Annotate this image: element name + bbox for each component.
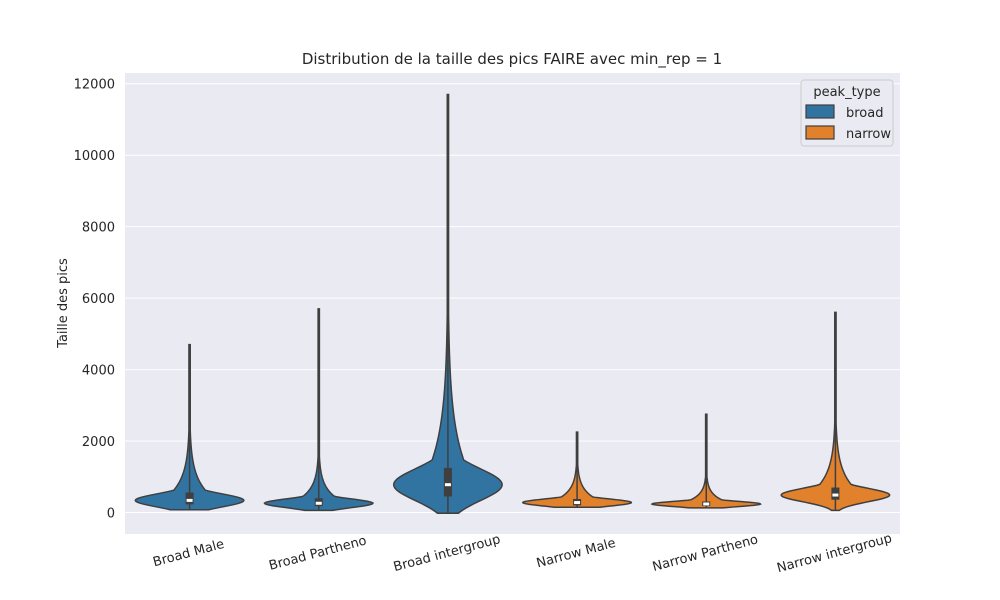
legend-label-broad: broad: [846, 106, 883, 121]
chart-title: Distribution de la taille des pics FAIRE…: [302, 50, 722, 69]
x-tick-label: Broad Partheno: [267, 533, 368, 573]
violin-narrow-partheno: [650, 413, 762, 509]
violin-median: [574, 501, 581, 505]
violin-broad-partheno: [263, 308, 375, 512]
y-axis-label: Taille des pics: [56, 258, 71, 349]
legend-swatch-broad: [805, 104, 835, 119]
x-tick-label: Broad intergroup: [392, 532, 502, 575]
violin-narrow-male: [522, 431, 633, 508]
legend-swatch-narrow: [805, 125, 835, 140]
x-tick-label: Narrow Partheno: [651, 532, 760, 575]
violins: [134, 93, 891, 515]
gridlines: [125, 83, 900, 514]
x-tick-labels: Broad Male Broad Partheno Broad intergroup…: [151, 531, 893, 576]
plot-background: [125, 73, 900, 534]
y-tick-label: 8000: [82, 221, 115, 236]
legend-label-narrow: narrow: [846, 127, 891, 142]
violin-median: [703, 502, 710, 506]
violin-median: [832, 493, 839, 497]
y-tick-label: 10000: [74, 149, 115, 164]
violin-median: [444, 483, 451, 487]
x-tick-label: Narrow intergroup: [775, 531, 893, 576]
y-tick-label: 6000: [82, 292, 115, 307]
violin-iqr-box: [443, 467, 452, 497]
legend: peak_type broad narrow: [800, 79, 894, 147]
violin-broad-male: [134, 343, 245, 511]
violin-iqr-box: [185, 492, 194, 505]
violin-broad-intergroup: [392, 93, 503, 515]
y-tick-label: 0: [107, 507, 115, 522]
x-tick-label: Broad Male: [151, 537, 225, 570]
y-tick-label: 2000: [82, 435, 115, 450]
y-tick-label: 4000: [82, 364, 115, 379]
violin-median: [315, 501, 322, 505]
y-tick-labels: 0 2000 4000 6000 8000 10000 12000: [74, 78, 115, 522]
violin-narrow-intergroup: [780, 311, 891, 512]
legend-title: peak_type: [813, 85, 880, 100]
violin-median: [186, 498, 193, 502]
y-tick-label: 12000: [74, 78, 115, 93]
x-tick-label: Narrow Male: [535, 536, 617, 572]
